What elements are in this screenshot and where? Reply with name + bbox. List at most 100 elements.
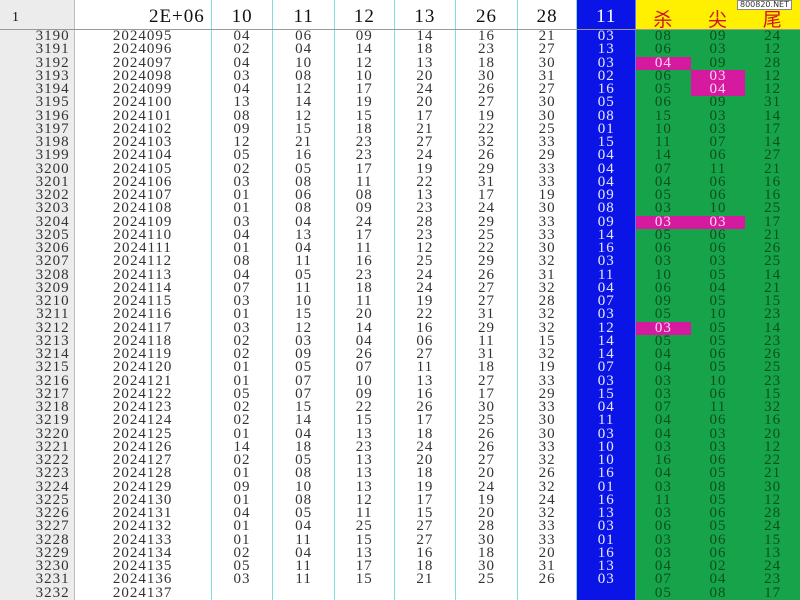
period-cell[interactable]: 2024096 — [75, 43, 212, 57]
green-cell[interactable]: 04 — [690, 573, 746, 587]
blue-number-cell[interactable]: 14 — [577, 334, 637, 348]
green-cell[interactable]: 03 — [636, 533, 691, 547]
number-cell[interactable]: 17 — [456, 189, 518, 203]
green-cell[interactable]: 10 — [636, 268, 691, 282]
period-cell[interactable]: 2024101 — [75, 109, 212, 123]
number-cell[interactable]: 14 — [335, 43, 395, 57]
number-cell[interactable]: 03 — [212, 295, 274, 309]
number-cell[interactable]: 18 — [395, 427, 457, 441]
green-cell[interactable]: 13 — [745, 546, 800, 560]
green-cell[interactable]: 05 — [636, 228, 691, 242]
blue-number-cell[interactable]: 03 — [577, 308, 637, 322]
number-cell[interactable]: 26 — [456, 149, 518, 163]
green-cell[interactable]: 05 — [636, 189, 691, 203]
number-cell[interactable]: 15 — [335, 533, 395, 547]
number-cell[interactable]: 23 — [395, 228, 457, 242]
number-cell[interactable]: 19 — [335, 96, 395, 110]
green-cell[interactable]: 02 — [690, 560, 746, 574]
number-cell[interactable]: 02 — [212, 43, 274, 57]
period-cell[interactable]: 2024127 — [75, 454, 212, 468]
blue-number-cell[interactable]: 16 — [577, 493, 637, 507]
highlighted-cell[interactable]: 04 — [690, 83, 746, 97]
green-cell[interactable]: 06 — [636, 96, 691, 110]
number-cell[interactable]: 05 — [273, 268, 335, 282]
number-cell[interactable]: 17 — [395, 414, 457, 428]
number-cell[interactable]: 11 — [273, 533, 335, 547]
green-cell[interactable]: 03 — [636, 202, 691, 216]
number-cell[interactable]: 18 — [395, 560, 457, 574]
number-cell[interactable] — [456, 586, 518, 600]
number-cell[interactable]: 08 — [335, 189, 395, 203]
number-cell[interactable]: 24 — [395, 149, 457, 163]
number-cell[interactable]: 27 — [395, 520, 457, 534]
number-cell[interactable]: 16 — [395, 387, 457, 401]
green-cell[interactable]: 06 — [636, 242, 691, 256]
number-cell[interactable]: 19 — [518, 189, 578, 203]
green-cell[interactable]: 04 — [636, 348, 691, 362]
header-row-number[interactable]: 1 — [0, 0, 75, 29]
green-cell[interactable]: 06 — [690, 242, 746, 256]
number-cell[interactable]: 12 — [335, 56, 395, 70]
green-cell[interactable]: 15 — [745, 387, 800, 401]
green-cell[interactable]: 04 — [636, 467, 691, 481]
green-cell[interactable]: 06 — [690, 149, 746, 163]
number-cell[interactable]: 32 — [518, 507, 578, 521]
green-cell[interactable]: 03 — [636, 480, 691, 494]
green-cell[interactable]: 04 — [636, 414, 691, 428]
green-cell[interactable]: 30 — [745, 480, 800, 494]
header-col-1[interactable]: 10 — [212, 0, 274, 29]
number-cell[interactable]: 14 — [273, 414, 335, 428]
number-cell[interactable]: 28 — [518, 295, 578, 309]
number-cell[interactable]: 01 — [212, 533, 274, 547]
number-cell[interactable]: 04 — [273, 215, 335, 229]
header-col-4[interactable]: 13 — [395, 0, 457, 29]
green-cell[interactable]: 06 — [636, 43, 691, 57]
row-number[interactable]: 3193 — [0, 69, 75, 83]
number-cell[interactable]: 04 — [273, 43, 335, 57]
number-cell[interactable]: 05 — [273, 507, 335, 521]
blue-number-cell[interactable]: 15 — [577, 136, 637, 150]
green-cell[interactable]: 22 — [745, 454, 800, 468]
green-cell[interactable]: 12 — [745, 69, 800, 83]
number-cell[interactable]: 07 — [273, 387, 335, 401]
row-number[interactable]: 3220 — [0, 427, 75, 441]
number-cell[interactable]: 17 — [395, 109, 457, 123]
period-cell[interactable]: 2024113 — [75, 268, 212, 282]
number-cell[interactable]: 15 — [335, 573, 395, 587]
number-cell[interactable]: 26 — [456, 427, 518, 441]
period-cell[interactable]: 2024125 — [75, 427, 212, 441]
blue-number-cell[interactable]: 03 — [577, 255, 637, 269]
number-cell[interactable]: 09 — [212, 122, 274, 136]
row-number[interactable]: 3221 — [0, 440, 75, 454]
number-cell[interactable]: 22 — [456, 242, 518, 256]
number-cell[interactable]: 19 — [518, 361, 578, 375]
blue-number-cell[interactable]: 10 — [577, 454, 637, 468]
number-cell[interactable]: 30 — [518, 109, 578, 123]
number-cell[interactable]: 12 — [273, 321, 335, 335]
number-cell[interactable]: 01 — [212, 374, 274, 388]
green-cell[interactable]: 24 — [745, 560, 800, 574]
period-cell[interactable]: 2024106 — [75, 175, 212, 189]
number-cell[interactable]: 18 — [273, 440, 335, 454]
number-cell[interactable] — [395, 586, 457, 600]
green-cell[interactable]: 05 — [690, 334, 746, 348]
number-cell[interactable]: 31 — [456, 308, 518, 322]
blue-number-cell[interactable]: 13 — [577, 43, 637, 57]
period-cell[interactable]: 2024111 — [75, 242, 212, 256]
period-cell[interactable]: 2024099 — [75, 83, 212, 97]
green-cell[interactable]: 06 — [690, 414, 746, 428]
number-cell[interactable]: 01 — [212, 189, 274, 203]
number-cell[interactable]: 10 — [273, 295, 335, 309]
number-cell[interactable]: 14 — [395, 30, 457, 44]
number-cell[interactable]: 04 — [273, 546, 335, 560]
green-cell[interactable]: 05 — [690, 467, 746, 481]
green-cell[interactable]: 21 — [745, 467, 800, 481]
number-cell[interactable]: 12 — [212, 136, 274, 150]
number-cell[interactable]: 30 — [456, 69, 518, 83]
blue-number-cell[interactable]: 13 — [577, 560, 637, 574]
row-number[interactable]: 3210 — [0, 295, 75, 309]
header-kill[interactable]: 杀 — [636, 0, 691, 29]
number-cell[interactable]: 25 — [335, 520, 395, 534]
number-cell[interactable]: 04 — [335, 334, 395, 348]
row-number[interactable]: 3231 — [0, 573, 75, 587]
